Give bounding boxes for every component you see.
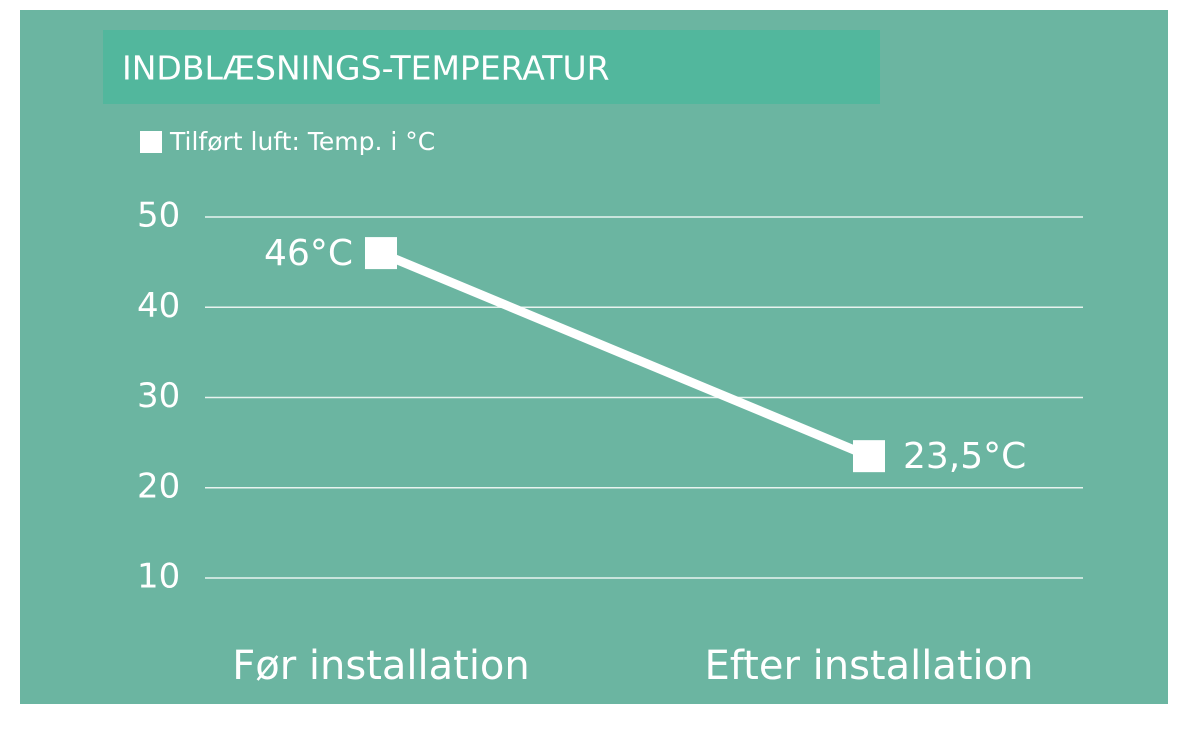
x-tick-label: Før installation bbox=[232, 643, 530, 689]
title-box bbox=[103, 30, 880, 104]
panel bbox=[20, 10, 1168, 704]
legend-label: Tilført luft: Temp. i °C bbox=[169, 127, 435, 156]
value-label: 23,5°C bbox=[903, 436, 1026, 477]
y-tick-label: 50 bbox=[137, 196, 180, 236]
y-tick-label: 10 bbox=[137, 557, 180, 597]
x-tick-label: Efter installation bbox=[705, 643, 1034, 689]
y-tick-label: 20 bbox=[137, 466, 180, 506]
y-tick-label: 40 bbox=[137, 286, 180, 326]
y-tick-label: 30 bbox=[137, 376, 180, 416]
point bbox=[853, 440, 885, 473]
point bbox=[365, 237, 397, 270]
legend-swatch bbox=[140, 131, 162, 153]
line bbox=[379, 248, 871, 461]
chart-title: INDBLÆSNINGS-TEMPERATUR bbox=[122, 49, 610, 88]
value-label: 46°C bbox=[264, 233, 353, 274]
